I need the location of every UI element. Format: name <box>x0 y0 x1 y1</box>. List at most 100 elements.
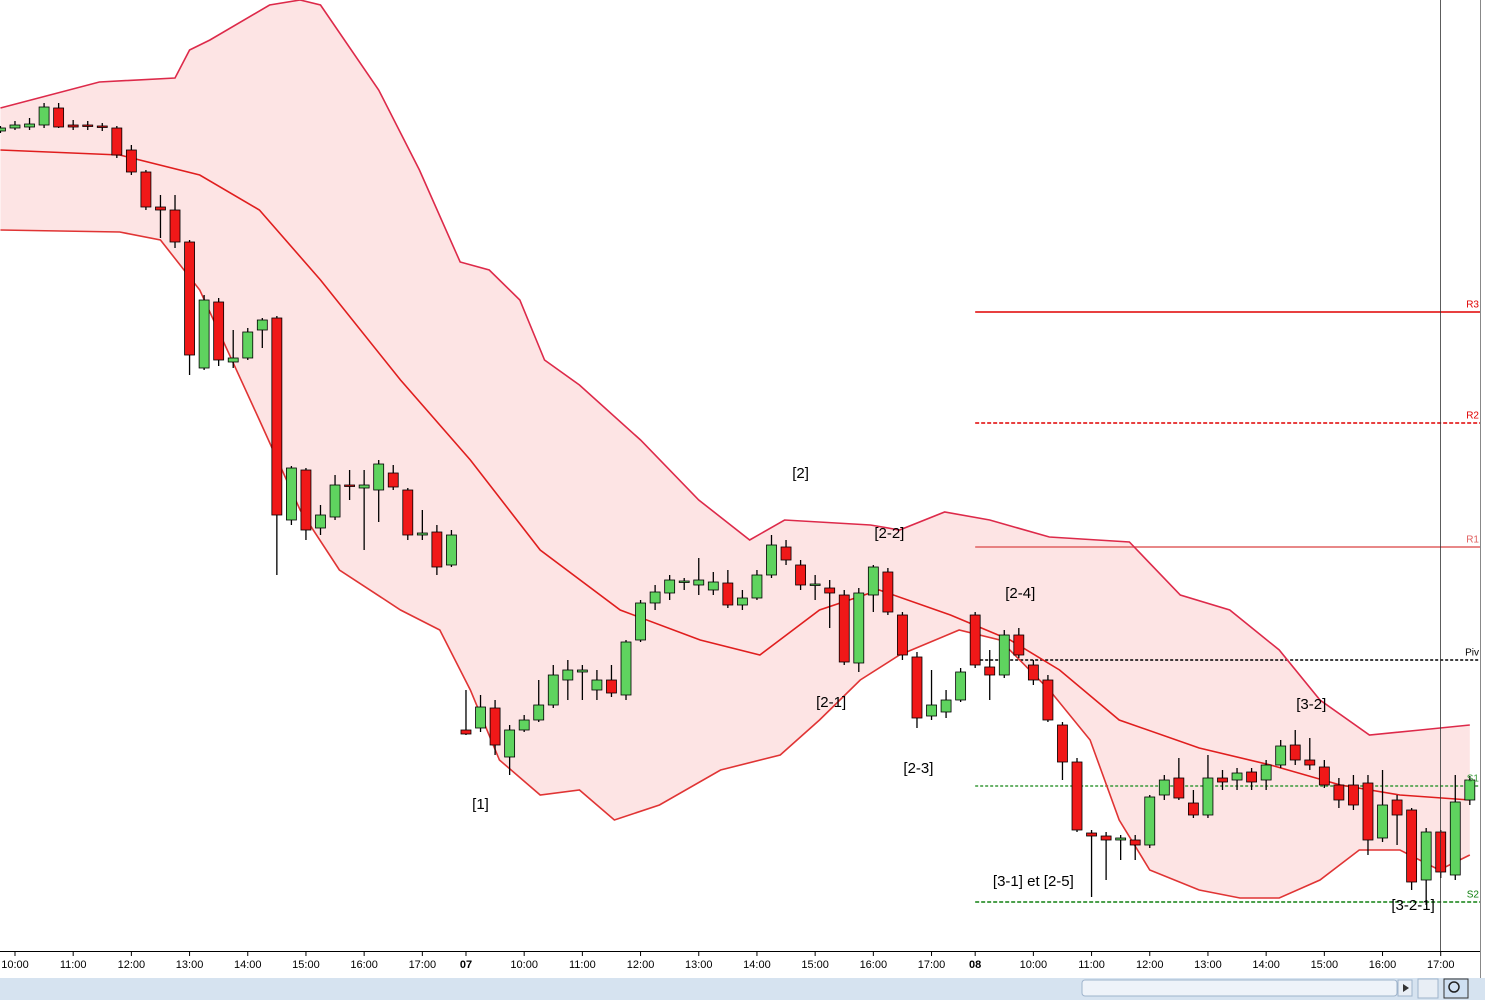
candle-body <box>1071 761 1083 831</box>
x-tick-label: 15:00 <box>1311 959 1339 971</box>
candle-body <box>998 634 1010 676</box>
candle-body <box>1086 832 1097 837</box>
candle-body <box>155 206 166 211</box>
candle-body <box>1100 835 1112 841</box>
annotation: [3-2-1] <box>1391 897 1434 914</box>
candle-body <box>387 472 399 488</box>
candle-body <box>1362 782 1374 841</box>
annotation: [2-3] <box>903 760 933 777</box>
candle-body <box>1013 634 1025 656</box>
candle-body <box>795 564 806 586</box>
band-fill <box>0 0 1470 898</box>
x-tick-label: 13:00 <box>1194 959 1222 971</box>
candle-body <box>678 580 690 583</box>
candle-body <box>358 484 370 489</box>
x-tick-label: 11:00 <box>1078 959 1105 971</box>
candle-body <box>416 532 428 536</box>
candle-body <box>955 671 967 701</box>
pivot-label: S1 <box>1467 774 1480 785</box>
candle-body <box>111 127 123 156</box>
candle-body <box>242 331 254 359</box>
candle-body <box>1129 839 1141 846</box>
x-tick-label: 10:00 <box>510 959 538 971</box>
annotation: [1] <box>472 796 489 813</box>
candle-body <box>256 319 268 331</box>
candle-body <box>838 594 850 663</box>
candle-body <box>1464 779 1476 801</box>
x-tick-label: 17:00 <box>409 959 437 971</box>
candle-body <box>562 669 574 681</box>
candle-body <box>1027 664 1039 681</box>
candle-body <box>489 707 501 746</box>
candle-body <box>969 614 981 666</box>
candle-body <box>547 674 559 706</box>
candle-body <box>911 656 923 719</box>
candle-body <box>533 704 545 721</box>
x-tick-label: 14:00 <box>234 959 262 971</box>
candle-body <box>576 669 588 673</box>
candle-body <box>620 641 632 696</box>
x-tick-label: 13:00 <box>685 959 713 971</box>
candle-body <box>926 704 937 717</box>
x-tick-label: 11:00 <box>569 959 596 971</box>
candle-body <box>198 299 210 369</box>
x-tick-label: 11:00 <box>60 959 87 971</box>
candle-body <box>1173 777 1185 799</box>
candle-body <box>24 123 35 128</box>
x-tick-label: 16:00 <box>1369 959 1397 971</box>
candle-body <box>1289 744 1301 761</box>
candle-body <box>1187 802 1199 816</box>
candle-body <box>1377 804 1388 839</box>
candle-body <box>1420 831 1432 881</box>
candle-body <box>9 124 21 129</box>
candle-body <box>1304 759 1316 766</box>
candle-body <box>1231 772 1243 781</box>
candle-body <box>707 581 719 591</box>
candle-body <box>606 679 617 694</box>
candle-body <box>518 719 530 731</box>
candle-body <box>1217 777 1228 783</box>
candle-body <box>1449 801 1461 876</box>
candle-body <box>140 171 152 208</box>
zoom-icon <box>1448 981 1460 993</box>
scroll-arrow <box>1403 984 1409 992</box>
candle-body <box>1260 764 1272 781</box>
candle-body <box>809 583 821 586</box>
candle-body <box>82 124 94 127</box>
candle-body <box>780 546 792 561</box>
candle-body <box>693 579 705 586</box>
scrollbar-thumb[interactable] <box>1081 979 1398 997</box>
upper-band <box>0 0 1470 736</box>
x-tick-label: 08 <box>969 959 981 971</box>
candle-body <box>344 484 355 487</box>
candle-body <box>897 614 908 656</box>
pivot-label: R1 <box>1466 535 1479 546</box>
x-tick-label: 12:00 <box>1136 959 1164 971</box>
lower-band <box>0 229 1471 899</box>
candle-body <box>504 729 516 758</box>
candle-body <box>664 579 676 594</box>
candle-body <box>67 124 79 128</box>
candle-body <box>1202 777 1214 816</box>
candle-body <box>0 127 6 132</box>
candle-body <box>431 531 443 568</box>
annotation: [2] <box>792 465 809 482</box>
pivot-label: S2 <box>1467 890 1480 901</box>
candle-body <box>1348 784 1359 806</box>
x-tick-label: 14:00 <box>743 959 771 971</box>
candle-body <box>1391 799 1403 816</box>
candle-body <box>53 107 65 128</box>
candle-body <box>315 514 326 529</box>
candle-body <box>635 602 646 641</box>
candle-body <box>169 209 181 243</box>
candle-body <box>1057 724 1068 763</box>
candle-body <box>766 544 777 576</box>
candle-body <box>125 149 137 173</box>
candle-body <box>751 574 763 599</box>
x-tick-label: 10:00 <box>1 959 29 971</box>
tool-button[interactable] <box>1417 978 1439 999</box>
candle-body <box>1158 779 1170 796</box>
x-tick-label: 15:00 <box>292 959 320 971</box>
x-tick-label: 10:00 <box>1020 959 1048 971</box>
